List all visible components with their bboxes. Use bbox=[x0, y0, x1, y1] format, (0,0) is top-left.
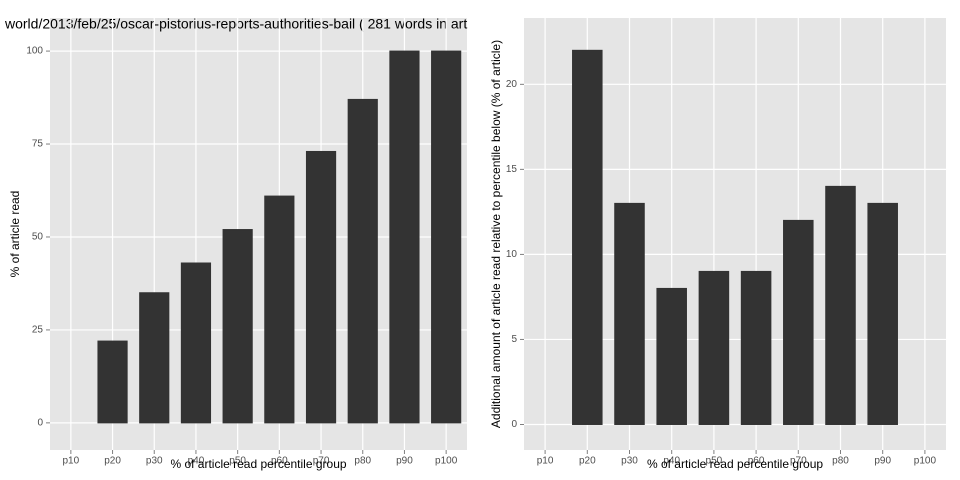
x-tick-label: p20 bbox=[579, 456, 596, 467]
x-tick-label: p60 bbox=[748, 456, 765, 467]
y-tick-label: 50 bbox=[32, 232, 44, 243]
bar bbox=[389, 50, 420, 424]
bar bbox=[867, 202, 898, 425]
x-tick-label: p10 bbox=[537, 456, 554, 467]
y-tick-label: 20 bbox=[506, 79, 518, 90]
x-tick-label: p30 bbox=[621, 456, 638, 467]
bar bbox=[740, 270, 772, 425]
bar bbox=[698, 270, 730, 425]
chart-title: world/2013/feb/25/oscar-pistorius-report… bbox=[4, 16, 467, 32]
bar bbox=[305, 150, 337, 424]
y-tick-label: 15 bbox=[506, 164, 518, 175]
x-tick-label: p70 bbox=[790, 456, 807, 467]
bar bbox=[222, 229, 253, 424]
x-tick-label: p100 bbox=[914, 456, 937, 467]
bar bbox=[656, 287, 687, 425]
x-tick-label: p100 bbox=[435, 456, 458, 467]
x-tick-label: p20 bbox=[104, 456, 121, 467]
x-tick-label: p70 bbox=[313, 456, 330, 467]
x-tick-label: p40 bbox=[663, 456, 680, 467]
y-axis-label: % of article read bbox=[8, 191, 22, 278]
bar bbox=[97, 340, 128, 424]
x-tick-label: p50 bbox=[229, 456, 246, 467]
x-axis-label: % of article read percentile group bbox=[647, 457, 823, 471]
bar bbox=[783, 219, 814, 425]
bar bbox=[431, 50, 462, 424]
x-tick-label: p40 bbox=[188, 456, 205, 467]
y-tick-label: 100 bbox=[26, 46, 43, 57]
x-tick-label: p90 bbox=[874, 456, 891, 467]
y-tick-label: 0 bbox=[511, 419, 517, 430]
x-tick-label: p80 bbox=[832, 456, 849, 467]
bar bbox=[572, 49, 603, 425]
bar bbox=[139, 292, 170, 424]
y-tick-label: 75 bbox=[32, 139, 44, 150]
y-tick-label: 25 bbox=[32, 325, 44, 336]
x-tick-label: p30 bbox=[146, 456, 163, 467]
x-axis-label: % of article read percentile group bbox=[170, 457, 346, 471]
y-axis-label: Additional amount of article read relati… bbox=[489, 40, 503, 428]
bar bbox=[825, 185, 856, 425]
bar bbox=[347, 98, 378, 424]
y-tick-label: 5 bbox=[511, 334, 517, 345]
x-tick-label: p80 bbox=[354, 456, 371, 467]
bar bbox=[614, 202, 645, 425]
y-tick-label: 0 bbox=[37, 418, 43, 429]
x-tick-label: p10 bbox=[63, 456, 80, 467]
x-tick-label: p50 bbox=[706, 456, 723, 467]
bar bbox=[180, 262, 212, 424]
x-tick-label: p60 bbox=[271, 456, 288, 467]
bar bbox=[264, 195, 295, 424]
y-tick-label: 10 bbox=[506, 249, 518, 260]
x-tick-label: p90 bbox=[396, 456, 413, 467]
